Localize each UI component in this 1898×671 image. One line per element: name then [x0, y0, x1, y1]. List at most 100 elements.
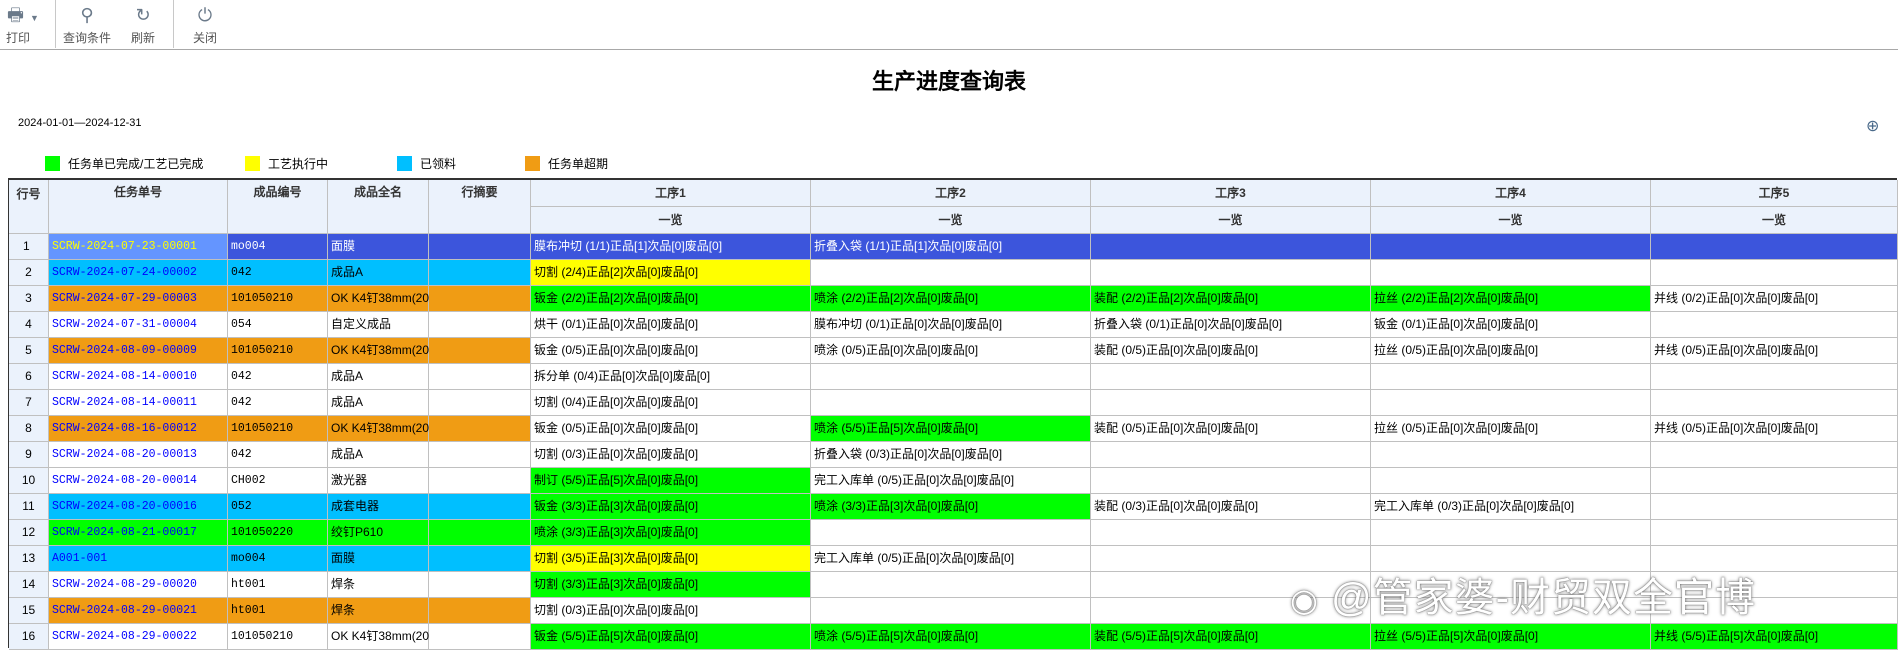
row-number[interactable]: 15: [9, 598, 49, 624]
task-number-link[interactable]: SCRW-2024-08-29-00020: [49, 572, 228, 598]
column-header-product-name[interactable]: 成品全名: [328, 180, 429, 234]
column-subheader-overview[interactable]: 一览: [811, 207, 1091, 234]
process-cell[interactable]: [1091, 520, 1371, 546]
process-cell[interactable]: [1091, 442, 1371, 468]
product-code[interactable]: 042: [228, 260, 328, 286]
process-cell[interactable]: [1651, 364, 1898, 390]
row-number[interactable]: 10: [9, 468, 49, 494]
process-cell[interactable]: 喷涂 (0/5)正品[0]次品[0]废品[0]: [811, 338, 1091, 364]
process-cell[interactable]: 喷涂 (5/5)正品[5]次品[0]废品[0]: [811, 416, 1091, 442]
product-name[interactable]: 激光器: [328, 468, 429, 494]
product-name[interactable]: 成品A: [328, 390, 429, 416]
process-cell[interactable]: 钣金 (5/5)正品[5]次品[0]废品[0]: [531, 624, 811, 650]
process-cell[interactable]: [811, 572, 1091, 598]
column-subheader-overview[interactable]: 一览: [531, 207, 811, 234]
task-number-link[interactable]: SCRW-2024-07-29-00003: [49, 286, 228, 312]
process-cell[interactable]: [1371, 598, 1651, 624]
column-subheader-overview[interactable]: 一览: [1651, 207, 1898, 234]
task-number-link[interactable]: SCRW-2024-08-20-00016: [49, 494, 228, 520]
row-number[interactable]: 8: [9, 416, 49, 442]
zoom-in-icon[interactable]: ⊕: [1866, 118, 1880, 135]
process-cell[interactable]: [1371, 520, 1651, 546]
process-cell[interactable]: 钣金 (0/5)正品[0]次品[0]废品[0]: [531, 416, 811, 442]
row-number[interactable]: 4: [9, 312, 49, 338]
product-code[interactable]: 101050210: [228, 286, 328, 312]
process-cell[interactable]: 拉丝 (0/5)正品[0]次品[0]废品[0]: [1371, 416, 1651, 442]
product-code[interactable]: 052: [228, 494, 328, 520]
process-cell[interactable]: [1651, 442, 1898, 468]
product-code[interactable]: 101050210: [228, 416, 328, 442]
product-name[interactable]: OK K4钉38mm(2000: [328, 416, 442, 442]
product-code[interactable]: mo004: [228, 234, 328, 260]
row-note[interactable]: [429, 468, 531, 494]
row-number[interactable]: 5: [9, 338, 49, 364]
column-header-task-no[interactable]: 任务单号: [49, 180, 228, 234]
row-note[interactable]: [429, 390, 531, 416]
row-note[interactable]: [429, 286, 531, 312]
process-cell[interactable]: [1091, 572, 1371, 598]
task-number-link[interactable]: SCRW-2024-08-29-00021: [49, 598, 228, 624]
process-cell[interactable]: [1371, 364, 1651, 390]
process-cell[interactable]: [1651, 234, 1898, 260]
process-cell[interactable]: 切割 (3/3)正品[3]次品[0]废品[0]: [531, 572, 811, 598]
process-cell[interactable]: 钣金 (0/5)正品[0]次品[0]废品[0]: [531, 338, 811, 364]
process-cell[interactable]: [1371, 546, 1651, 572]
task-number-link[interactable]: SCRW-2024-08-14-00010: [49, 364, 228, 390]
process-cell[interactable]: 装配 (0/5)正品[0]次品[0]废品[0]: [1091, 416, 1371, 442]
product-name[interactable]: 焊条: [328, 572, 429, 598]
row-note[interactable]: [429, 364, 531, 390]
product-code[interactable]: 042: [228, 364, 328, 390]
process-cell[interactable]: [1651, 260, 1898, 286]
process-cell[interactable]: 膜布冲切 (1/1)正品[1]次品[0]废品[0]: [531, 234, 811, 260]
column-header-process-5[interactable]: 工序5: [1651, 180, 1898, 207]
process-cell[interactable]: 制订 (5/5)正品[5]次品[0]废品[0]: [531, 468, 811, 494]
process-cell[interactable]: 烘干 (0/1)正品[0]次品[0]废品[0]: [531, 312, 811, 338]
process-cell[interactable]: 喷涂 (2/2)正品[2]次品[0]废品[0]: [811, 286, 1091, 312]
print-button[interactable]: 🖶 ▼ 打印: [2, 0, 44, 50]
process-cell[interactable]: [1371, 468, 1651, 494]
process-cell[interactable]: [1651, 312, 1898, 338]
process-cell[interactable]: 切割 (0/4)正品[0]次品[0]废品[0]: [531, 390, 811, 416]
query-conditions-button[interactable]: ⚲ 查询条件: [60, 0, 114, 50]
row-number[interactable]: 16: [9, 624, 49, 650]
product-code[interactable]: ht001: [228, 572, 328, 598]
product-name[interactable]: 成套电器: [328, 494, 429, 520]
column-subheader-overview[interactable]: 一览: [1091, 207, 1371, 234]
process-cell[interactable]: [1371, 390, 1651, 416]
row-note[interactable]: [429, 572, 531, 598]
dropdown-arrow-icon[interactable]: ▼: [30, 13, 39, 23]
row-number[interactable]: 6: [9, 364, 49, 390]
row-number[interactable]: 3: [9, 286, 49, 312]
process-cell[interactable]: [1371, 234, 1651, 260]
process-cell[interactable]: 装配 (0/3)正品[0]次品[0]废品[0]: [1091, 494, 1371, 520]
product-name[interactable]: 自定义成品: [328, 312, 429, 338]
product-code[interactable]: 054: [228, 312, 328, 338]
column-header-process-3[interactable]: 工序3: [1091, 180, 1371, 207]
row-number[interactable]: 12: [9, 520, 49, 546]
task-number-link[interactable]: SCRW-2024-08-29-00022: [49, 624, 228, 650]
product-name[interactable]: 面膜: [328, 546, 429, 572]
process-cell[interactable]: [1371, 572, 1651, 598]
process-cell[interactable]: [1651, 494, 1898, 520]
row-number[interactable]: 9: [9, 442, 49, 468]
product-name[interactable]: 焊条: [328, 598, 429, 624]
row-note[interactable]: [429, 494, 531, 520]
process-cell[interactable]: 钣金 (2/2)正品[2]次品[0]废品[0]: [531, 286, 811, 312]
column-header-product-code[interactable]: 成品编号: [228, 180, 328, 234]
row-number[interactable]: 1: [9, 234, 49, 260]
task-number-link[interactable]: SCRW-2024-08-20-00013: [49, 442, 228, 468]
process-cell[interactable]: 钣金 (0/1)正品[0]次品[0]废品[0]: [1371, 312, 1651, 338]
row-note[interactable]: [429, 442, 531, 468]
row-note[interactable]: [429, 624, 531, 650]
product-code[interactable]: 042: [228, 390, 328, 416]
column-header-process-1[interactable]: 工序1: [531, 180, 811, 207]
process-cell[interactable]: [1651, 598, 1898, 624]
row-note[interactable]: [429, 598, 531, 624]
process-cell[interactable]: 装配 (5/5)正品[5]次品[0]废品[0]: [1091, 624, 1371, 650]
process-cell[interactable]: [1091, 364, 1371, 390]
product-code[interactable]: 101050220: [228, 520, 328, 546]
column-header-row-no[interactable]: 行号: [9, 180, 49, 234]
product-code[interactable]: 101050210: [228, 624, 328, 650]
product-code[interactable]: mo004: [228, 546, 328, 572]
product-name[interactable]: 成品A: [328, 442, 429, 468]
